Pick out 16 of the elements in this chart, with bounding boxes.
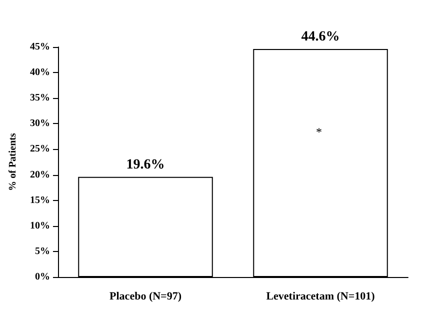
data-label: 44.6% — [301, 30, 340, 45]
y-tick-label: 0% — [35, 272, 50, 282]
y-tick-label: 10% — [30, 220, 50, 232]
y-tick-label: 35% — [30, 92, 50, 104]
y-tick-label: 15% — [30, 194, 50, 206]
y-tick-label: 5% — [35, 246, 50, 257]
x-tick-label: Placebo (N=97) — [110, 290, 182, 302]
data-label: 19.6% — [126, 157, 165, 172]
annotation: * — [316, 125, 322, 139]
y-tick-label: 30% — [30, 118, 50, 130]
y-axis-title: % of Patients — [8, 133, 18, 191]
y-tick-label: 20% — [30, 169, 50, 180]
y-tick-label: 40% — [30, 67, 50, 78]
y-tick-label: 25% — [30, 144, 50, 155]
y-tick-label: 45% — [30, 42, 50, 52]
x-tick-label: Levetiracetam (N=101) — [266, 290, 376, 302]
